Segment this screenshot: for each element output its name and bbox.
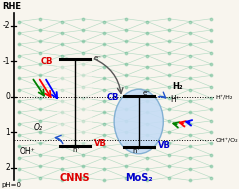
Text: H⁺/H₂: H⁺/H₂ xyxy=(216,94,233,99)
Text: CB: CB xyxy=(107,93,120,102)
Text: 1: 1 xyxy=(6,128,11,137)
Text: 2: 2 xyxy=(6,163,11,172)
Text: e⁻: e⁻ xyxy=(94,55,102,61)
Text: MoS₂: MoS₂ xyxy=(125,173,152,183)
Text: e⁻: e⁻ xyxy=(143,90,151,96)
Ellipse shape xyxy=(114,89,163,154)
FancyBboxPatch shape xyxy=(57,58,92,147)
Text: H⁺: H⁺ xyxy=(170,95,180,104)
Text: h⁺: h⁺ xyxy=(132,148,141,154)
Text: CNNS: CNNS xyxy=(59,173,90,183)
Text: pH=0: pH=0 xyxy=(2,182,22,188)
Text: -1: -1 xyxy=(3,57,11,66)
Text: VB: VB xyxy=(94,139,107,148)
Text: h⁺: h⁺ xyxy=(73,147,81,153)
Text: 0: 0 xyxy=(5,92,11,101)
Text: CB: CB xyxy=(41,57,53,66)
Text: RHE: RHE xyxy=(2,2,21,11)
Text: O₂: O₂ xyxy=(34,123,43,132)
Text: OH⁺/O₂: OH⁺/O₂ xyxy=(216,138,238,143)
Text: -2: -2 xyxy=(3,21,11,30)
Text: H₂: H₂ xyxy=(172,82,183,91)
Text: OH⁺: OH⁺ xyxy=(20,147,35,156)
Text: VB: VB xyxy=(158,141,171,150)
